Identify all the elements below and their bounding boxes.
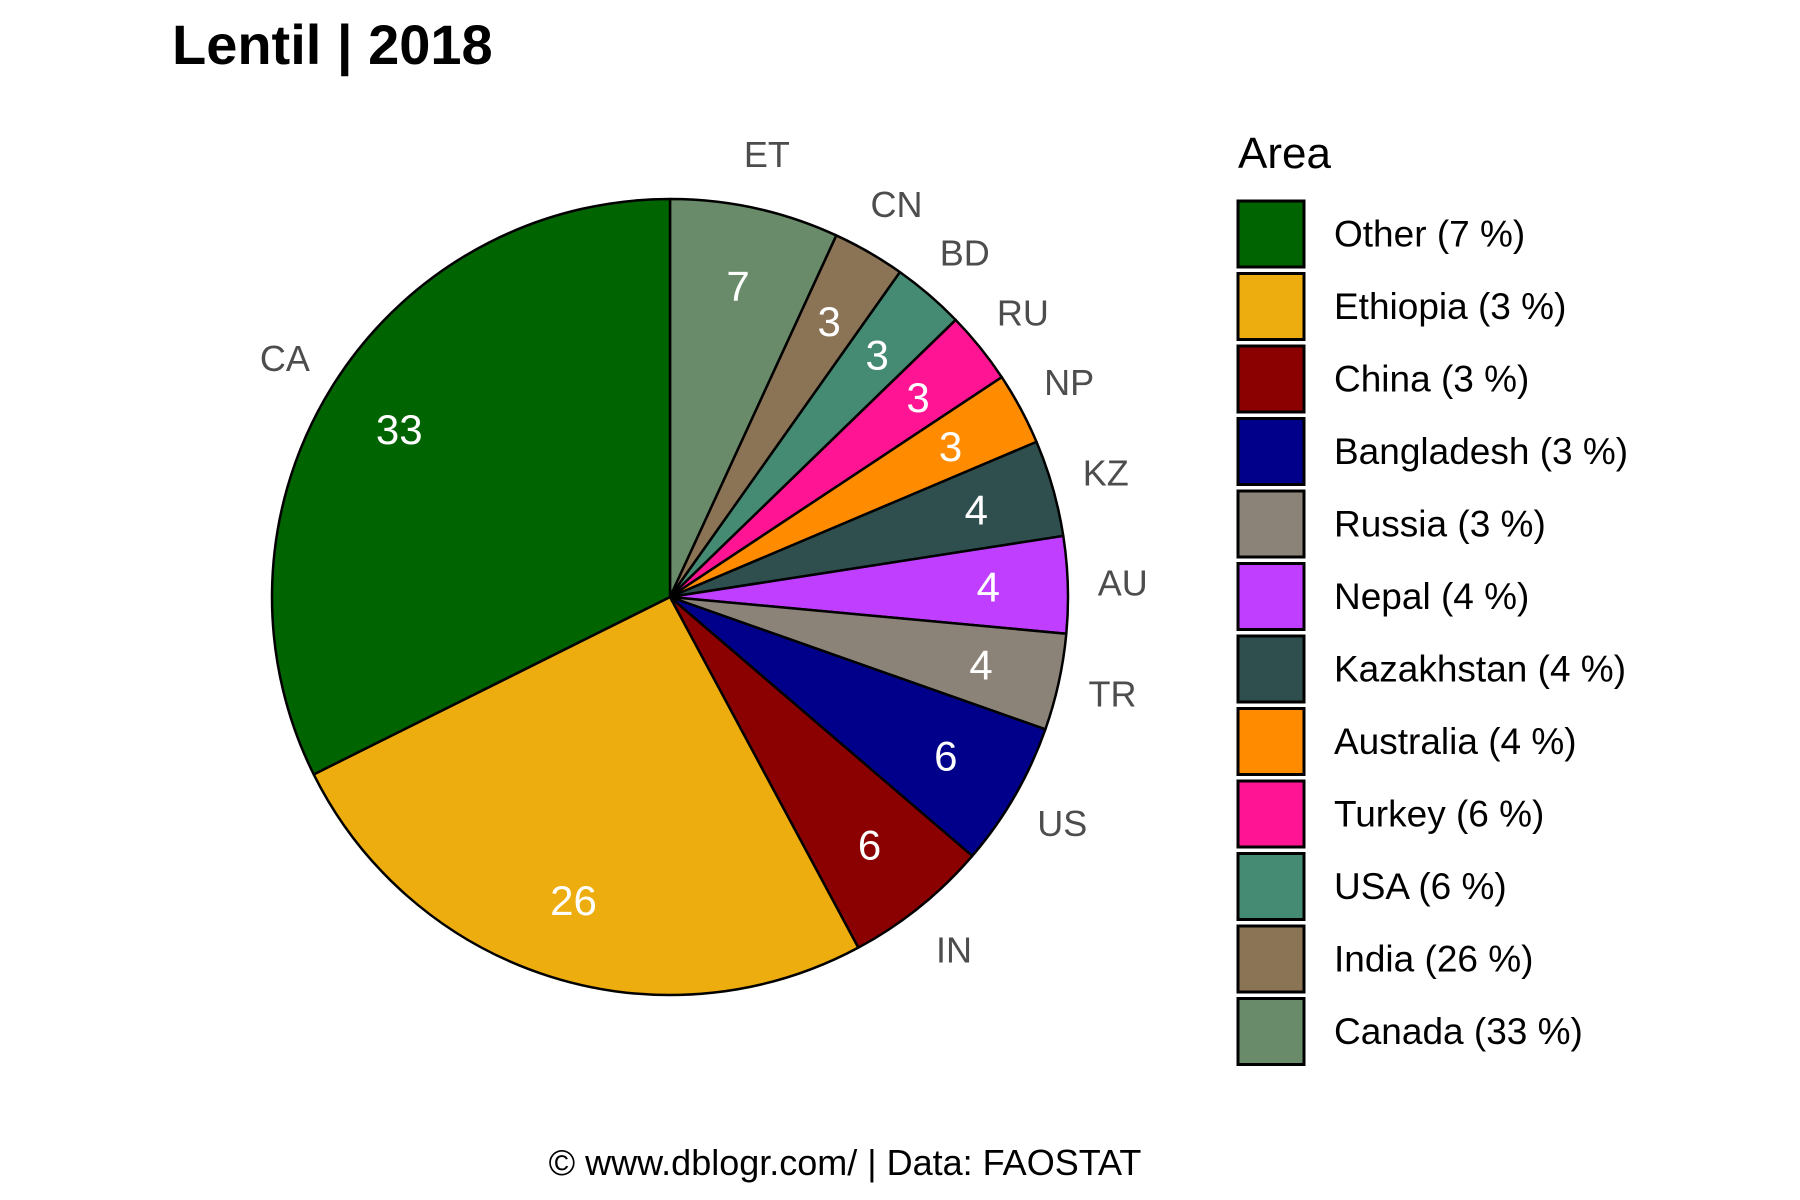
legend-swatch bbox=[1236, 562, 1306, 631]
slice-value-label: 4 bbox=[969, 642, 992, 689]
pie-slice-11 bbox=[270, 197, 672, 776]
legend: Area Other (7 %) Ethiopia (3 %) China (3 %… bbox=[1236, 129, 1628, 1066]
legend-label: Canada (33 %) bbox=[1334, 1011, 1583, 1052]
slice-code-label: BD bbox=[940, 232, 990, 273]
legend-swatch bbox=[1236, 489, 1306, 559]
slice-value-label: 3 bbox=[818, 298, 841, 345]
slice-code-label: IN bbox=[936, 929, 972, 970]
legend-label: India (26 %) bbox=[1334, 939, 1534, 980]
slice-value-label: 7 bbox=[726, 262, 749, 309]
pie-slice-8 bbox=[668, 595, 1047, 858]
pie-slice-0 bbox=[668, 197, 838, 599]
slice-value-label: 6 bbox=[934, 733, 957, 780]
legend-label: Turkey (6 %) bbox=[1334, 794, 1544, 835]
slice-value-label: 4 bbox=[965, 486, 988, 533]
legend-label: Kazakhstan (4 %) bbox=[1334, 649, 1626, 690]
chart-title: Lentil | 2018 bbox=[172, 13, 493, 77]
pie-slices bbox=[270, 197, 1070, 997]
pie-slice-9 bbox=[668, 595, 974, 949]
slice-value-label: 3 bbox=[865, 332, 888, 379]
chart-caption: © www.dblogr.com/ | Data: FAOSTAT bbox=[549, 1142, 1142, 1183]
legend-swatch bbox=[1236, 272, 1306, 341]
slice-value-label: 26 bbox=[550, 877, 597, 924]
legend-label: USA (6 %) bbox=[1334, 866, 1507, 907]
legend-swatch bbox=[1236, 634, 1306, 704]
slice-value-label: 3 bbox=[939, 423, 962, 470]
legend-swatch bbox=[1236, 779, 1306, 849]
legend-label: Ethiopia (3 %) bbox=[1334, 286, 1566, 327]
legend-items: Other (7 %) Ethiopia (3 %) China (3 %) Bang… bbox=[1236, 199, 1628, 1066]
pie-slice-10 bbox=[312, 595, 860, 997]
slice-value-label: 33 bbox=[376, 406, 423, 453]
slice-code-label: TR bbox=[1089, 673, 1137, 714]
legend-swatch bbox=[1236, 417, 1306, 486]
slice-value-label: 4 bbox=[977, 564, 1000, 611]
legend-label: Bangladesh (3 %) bbox=[1334, 431, 1628, 472]
slice-code-label: AU bbox=[1098, 563, 1148, 604]
legend-swatch bbox=[1236, 707, 1306, 776]
slice-code-label: NP bbox=[1044, 362, 1094, 403]
legend-swatch bbox=[1236, 852, 1306, 921]
legend-label: Russia (3 %) bbox=[1334, 504, 1546, 545]
legend-swatch bbox=[1236, 199, 1306, 269]
legend-label: Australia (4 %) bbox=[1334, 721, 1577, 762]
legend-title: Area bbox=[1238, 129, 1331, 178]
slice-code-label: CN bbox=[871, 184, 923, 225]
slice-value-label: 6 bbox=[858, 822, 881, 869]
slice-code-label: CA bbox=[260, 338, 310, 379]
slice-code-label: US bbox=[1037, 803, 1087, 844]
slice-code-label: RU bbox=[997, 293, 1049, 334]
legend-label: Nepal (4 %) bbox=[1334, 576, 1529, 617]
legend-swatch bbox=[1236, 997, 1306, 1066]
legend-swatch bbox=[1236, 924, 1306, 994]
slice-code-label: ET bbox=[744, 134, 790, 175]
slice-code-label: KZ bbox=[1083, 453, 1129, 494]
slice-value-label: 3 bbox=[906, 374, 929, 421]
legend-swatch bbox=[1236, 344, 1306, 414]
legend-label: Other (7 %) bbox=[1334, 214, 1525, 255]
legend-label: China (3 %) bbox=[1334, 359, 1529, 400]
